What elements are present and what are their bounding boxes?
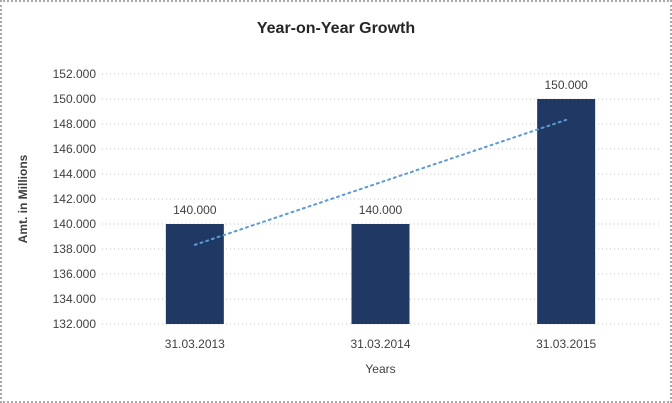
x-tick-label: 31.03.2015 [536, 337, 596, 351]
y-tick-label: 142.000 [53, 192, 97, 206]
bars [165, 99, 596, 324]
bar [165, 224, 224, 324]
y-tick-label: 140.000 [53, 217, 97, 231]
y-tick-label: 136.000 [53, 267, 97, 281]
x-tick-label: 31.03.2013 [165, 337, 225, 351]
trendline [193, 118, 568, 246]
x-tick-labels: 31.03.2013 31.03.2014 31.03.2015 [165, 337, 597, 351]
y-tick-labels: 132.000 134.000 136.000 138.000 140.000 142.0… [53, 67, 97, 331]
y-tick-label: 152.000 [53, 67, 97, 81]
bar [537, 99, 596, 324]
trendline-group [193, 118, 568, 246]
bar-value-label: 150.000 [544, 78, 588, 92]
x-axis-title: Years [365, 362, 396, 376]
x-tick-label: 31.03.2014 [350, 337, 410, 351]
y-tick-label: 150.000 [53, 92, 97, 106]
bar-value-label: 140.000 [173, 203, 217, 217]
chart-title: Year-on-Year Growth [256, 20, 416, 37]
bar [351, 224, 410, 324]
y-tick-label: 132.000 [53, 317, 97, 331]
y-tick-label: 138.000 [53, 242, 97, 256]
bar-value-label: 140.000 [359, 203, 403, 217]
data-labels: 140.000 140.000 150.000 [173, 78, 588, 217]
y-tick-label: 146.000 [53, 142, 97, 156]
y-tick-label: 144.000 [53, 167, 97, 181]
y-tick-label: 134.000 [53, 292, 97, 306]
y-tick-label: 148.000 [53, 117, 97, 131]
